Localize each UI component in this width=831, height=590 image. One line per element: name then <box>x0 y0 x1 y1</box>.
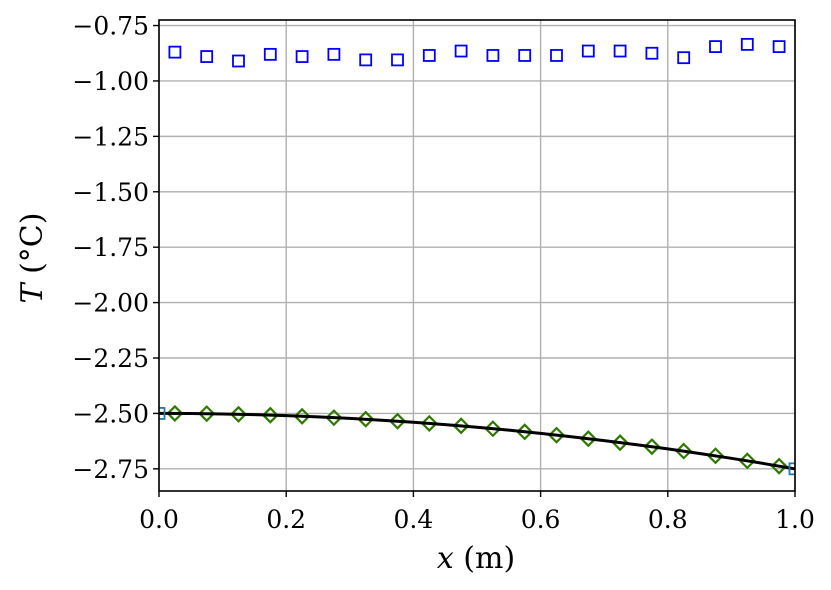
diamond-point <box>325 409 343 427</box>
x-axis-unit: (m) <box>454 541 515 576</box>
y-tick-label: −0.75 <box>72 12 149 41</box>
diamond-point <box>229 405 248 423</box>
square-point <box>454 44 468 58</box>
x-axis-label: x (m) <box>437 541 515 576</box>
square-point <box>200 50 214 63</box>
square-point <box>677 51 691 65</box>
square-point <box>613 44 627 58</box>
y-tick-label: −2.25 <box>72 344 149 373</box>
diamond-point <box>420 414 438 432</box>
diamond-point <box>357 410 375 428</box>
series-layer <box>159 37 795 476</box>
plot-frame <box>158 19 796 492</box>
square-point <box>550 49 563 62</box>
square-point <box>295 50 309 63</box>
series-3 <box>159 411 795 471</box>
square-point <box>159 407 166 420</box>
square-point <box>422 49 436 62</box>
square-point <box>232 54 245 68</box>
diamond-point <box>516 423 534 441</box>
diamond-point <box>738 452 756 470</box>
square-point <box>709 40 722 53</box>
square-point <box>788 462 795 476</box>
diamond-point <box>198 405 216 423</box>
y-tick-label: −2.00 <box>72 289 149 318</box>
diamond-point <box>166 404 184 422</box>
x-tick-label: 0.4 <box>394 505 434 534</box>
x-tick-label: 0.2 <box>266 505 306 534</box>
diamond-point <box>452 417 470 435</box>
x-tick-label: 1.0 <box>775 505 815 534</box>
y-axis-unit: (°C) <box>15 213 50 284</box>
series-2 <box>166 404 788 475</box>
square-point <box>168 45 182 59</box>
diamond-point <box>706 447 725 465</box>
series-line <box>159 411 795 471</box>
y-tick-label: −2.75 <box>72 455 149 484</box>
x-tick-label: 0.8 <box>648 505 688 534</box>
square-point <box>327 47 341 61</box>
y-axis-label: T (°C) <box>15 213 50 304</box>
axis-ticks: 0.0 0.2 0.4 0.6 0.8 1.0 −0.75 −1.00 −1.25 −1.50 −1… <box>72 12 815 534</box>
diamond-point <box>579 430 597 448</box>
diamond-point <box>675 442 693 460</box>
diamond-point <box>388 412 407 430</box>
square-point <box>263 47 277 61</box>
y-tick-label: −1.50 <box>72 178 149 207</box>
y-axis-variable: T <box>15 281 50 303</box>
series-0 <box>168 37 786 68</box>
y-tick-label: −2.50 <box>72 399 149 428</box>
y-tick-label: −1.00 <box>72 67 149 96</box>
diamond-point <box>547 426 566 444</box>
y-tick-label: −1.25 <box>72 122 149 151</box>
x-tick-label: 0.6 <box>521 505 561 534</box>
square-point <box>518 49 532 62</box>
diamond-point <box>293 407 311 425</box>
square-point <box>486 49 500 62</box>
grid-lines <box>158 20 796 491</box>
diamond-point <box>611 434 629 452</box>
x-axis-variable: x <box>437 541 454 576</box>
y-tick-label: −1.75 <box>72 233 149 262</box>
diamond-point <box>261 406 279 424</box>
series-1 <box>159 407 795 476</box>
square-point <box>391 53 404 67</box>
x-tick-label: 0.0 <box>139 505 179 534</box>
square-point <box>359 53 373 67</box>
square-point <box>581 44 595 58</box>
diamond-point <box>643 438 661 456</box>
diamond-point <box>484 420 502 438</box>
square-point <box>740 37 754 51</box>
square-point <box>645 46 659 60</box>
square-point <box>772 40 786 53</box>
